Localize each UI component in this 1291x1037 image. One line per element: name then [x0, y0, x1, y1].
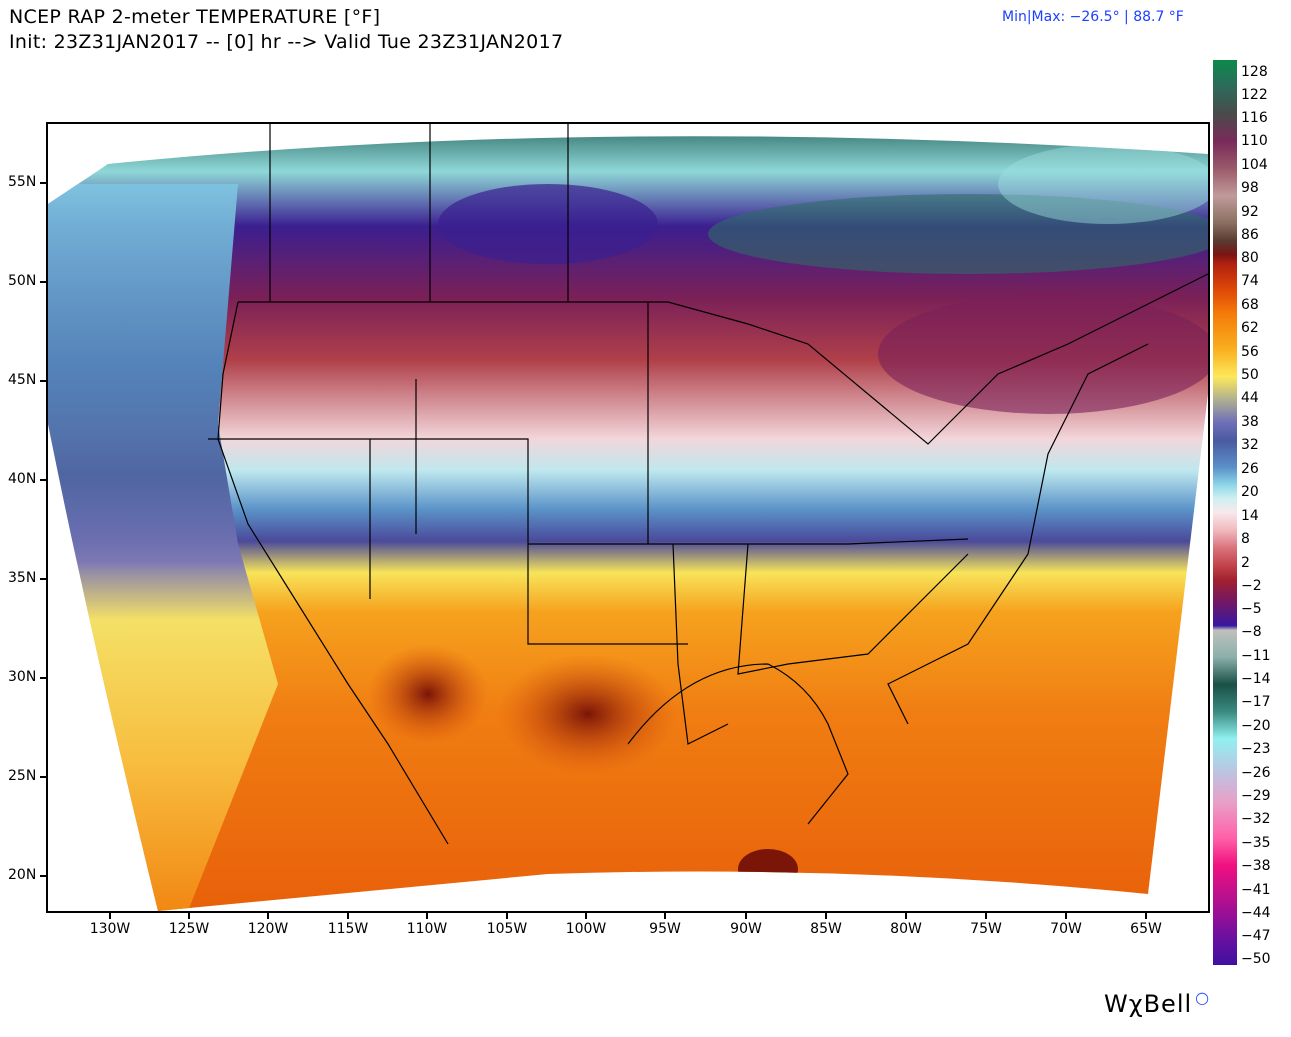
colorbar-label: 56: [1241, 344, 1259, 360]
lon-tick: [506, 913, 508, 919]
colorbar-label: 110: [1241, 133, 1268, 149]
chart-title: NCEP RAP 2-meter TEMPERATURE [°F]: [9, 6, 381, 28]
lat-tick: [40, 677, 46, 679]
colorbar-label: 26: [1241, 461, 1259, 477]
colorbar-label: 122: [1241, 87, 1268, 103]
colorbar-label: 86: [1241, 227, 1259, 243]
colorbar-label: 38: [1241, 414, 1259, 430]
lon-label-75w: 75W: [970, 921, 1002, 937]
temperature-colorbar: [1213, 60, 1237, 965]
lat-tick: [40, 281, 46, 283]
lon-label-65w: 65W: [1130, 921, 1162, 937]
colorbar-label: −29: [1241, 788, 1271, 804]
lat-label-30n: 30N: [8, 669, 37, 685]
lon-tick: [426, 913, 428, 919]
colorbar-label: 62: [1241, 320, 1259, 336]
colorbar-label: 50: [1241, 367, 1259, 383]
lon-tick: [664, 913, 666, 919]
logo-degree-icon: ○: [1195, 988, 1211, 1007]
lat-label-25n: 25N: [8, 768, 37, 784]
colorbar-label: −5: [1241, 601, 1262, 617]
lat-tick: [40, 479, 46, 481]
lon-tick: [347, 913, 349, 919]
colorbar-label: 104: [1241, 157, 1268, 173]
temperature-field: [48, 124, 1208, 911]
lon-tick: [825, 913, 827, 919]
colorbar-label: −32: [1241, 811, 1271, 827]
lon-tick: [985, 913, 987, 919]
colorbar-label: −17: [1241, 694, 1271, 710]
colorbar-label: −41: [1241, 882, 1271, 898]
lon-tick: [1145, 913, 1147, 919]
lat-tick: [40, 776, 46, 778]
colorbar-label: 80: [1241, 250, 1259, 266]
lat-label-40n: 40N: [8, 471, 37, 487]
colorbar-label: 98: [1241, 180, 1259, 196]
logo-text: WχBell: [1104, 990, 1193, 1018]
colorbar-label: 2: [1241, 555, 1250, 571]
colorbar-label: 74: [1241, 273, 1259, 289]
colorbar-label: 44: [1241, 390, 1259, 406]
lat-label-45n: 45N: [8, 372, 37, 388]
lon-label-115w: 115W: [327, 921, 369, 937]
lat-label-55n: 55N: [8, 174, 37, 190]
lon-tick: [1065, 913, 1067, 919]
lat-tick: [40, 578, 46, 580]
lon-label-125w: 125W: [168, 921, 210, 937]
lon-label-90w: 90W: [730, 921, 762, 937]
colorbar-label: 8: [1241, 531, 1250, 547]
temperature-map: [46, 122, 1210, 913]
lat-label-35n: 35N: [8, 570, 37, 586]
colorbar-label: −35: [1241, 835, 1271, 851]
lat-tick: [40, 875, 46, 877]
lon-tick: [745, 913, 747, 919]
lat-label-50n: 50N: [8, 273, 37, 289]
lon-label-85w: 85W: [810, 921, 842, 937]
colorbar-label: −23: [1241, 741, 1271, 757]
colorbar-label: 20: [1241, 484, 1259, 500]
colorbar-label: −2: [1241, 578, 1262, 594]
lon-label-70w: 70W: [1050, 921, 1082, 937]
colorbar-label: 116: [1241, 110, 1268, 126]
lat-tick: [40, 380, 46, 382]
lon-label-120w: 120W: [247, 921, 289, 937]
colorbar-label: −20: [1241, 718, 1271, 734]
state-boundaries: [208, 124, 1208, 845]
colorbar-label: −8: [1241, 624, 1262, 640]
lon-tick: [109, 913, 111, 919]
colorbar-label: −47: [1241, 928, 1271, 944]
lon-tick: [188, 913, 190, 919]
colorbar-label: 14: [1241, 508, 1259, 524]
colorbar-label: −14: [1241, 671, 1271, 687]
colorbar-label: 92: [1241, 204, 1259, 220]
lon-label-95w: 95W: [649, 921, 681, 937]
colorbar-label: −11: [1241, 648, 1271, 664]
colorbar-label: −50: [1241, 951, 1271, 967]
lon-tick: [585, 913, 587, 919]
lon-tick: [905, 913, 907, 919]
min-max-readout: Min|Max: −26.5° | 88.7 °F: [1002, 9, 1184, 25]
lon-label-100w: 100W: [565, 921, 607, 937]
lat-tick: [40, 182, 46, 184]
colorbar-label: −44: [1241, 905, 1271, 921]
lon-tick: [267, 913, 269, 919]
lon-label-110w: 110W: [406, 921, 448, 937]
lat-label-20n: 20N: [8, 867, 37, 883]
colorbar-label: −38: [1241, 858, 1271, 874]
lon-label-80w: 80W: [890, 921, 922, 937]
chart-subtitle: Init: 23Z31JAN2017 -- [0] hr --> Valid T…: [9, 31, 564, 53]
wxbell-logo: WχBell ○: [1104, 988, 1211, 1018]
colorbar-label: 128: [1241, 64, 1268, 80]
colorbar-label: 32: [1241, 437, 1259, 453]
lon-label-105w: 105W: [486, 921, 528, 937]
colorbar-label: 68: [1241, 297, 1259, 313]
colorbar-label: −26: [1241, 765, 1271, 781]
lon-label-130w: 130W: [89, 921, 131, 937]
